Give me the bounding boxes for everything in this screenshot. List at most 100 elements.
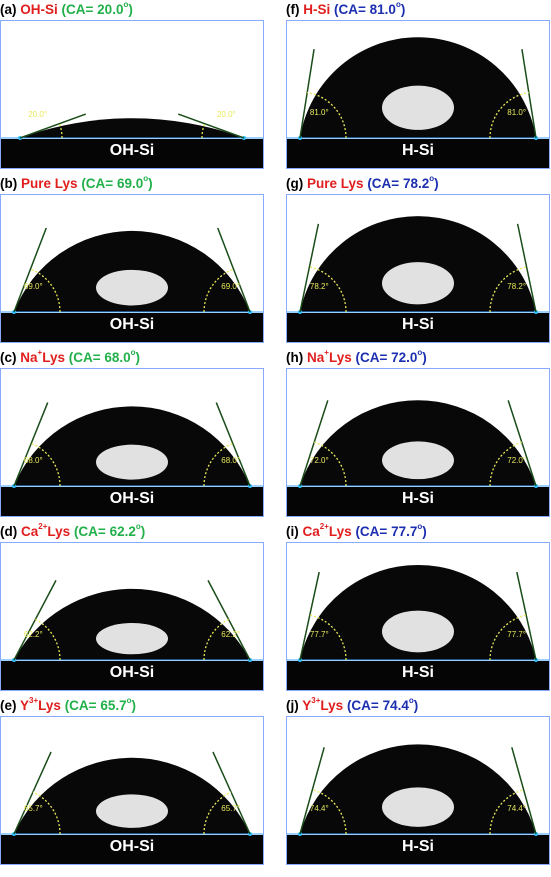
angle-arc-left xyxy=(307,91,347,139)
ion-charge: 2+ xyxy=(38,522,48,531)
degree-mark: o xyxy=(123,0,129,9)
angle-arc-left xyxy=(58,123,63,139)
droplet-image: 62.2° 62.2° xyxy=(1,543,263,690)
substrate-slab xyxy=(1,835,263,864)
panel-letter: (g) xyxy=(286,176,304,191)
droplet-reflection xyxy=(96,444,168,480)
substrate-slab xyxy=(287,487,549,516)
substrate-slab xyxy=(287,835,549,864)
degree-mark: o xyxy=(429,174,435,183)
panel-e: (e) Y3+Lys (CA= 65.7o) 65.7° 65.7° OH-Si xyxy=(0,696,264,865)
angle-label-left: 20.0° xyxy=(28,110,47,119)
droplet-reflection xyxy=(96,269,168,306)
sample-name: Na+Lys xyxy=(20,348,65,366)
substrate-slab xyxy=(287,139,549,168)
angle-label-right: 72.0° xyxy=(507,456,526,465)
tangent-left xyxy=(13,751,52,835)
panel-d: (d) Ca2+Lys (CA= 62.2o) 62.2° 62.2° OH-Si xyxy=(0,522,264,691)
panel-g: (g) Pure Lys (CA= 78.2o) 78.2° 78.2° H-Si xyxy=(286,174,550,343)
substrate-label: H-Si xyxy=(402,838,434,855)
droplet-image: 68.0° 68.0° xyxy=(1,369,263,516)
tangent-left xyxy=(299,571,320,661)
sample-name: Y3+Lys xyxy=(302,696,344,714)
angle-arc-left xyxy=(312,789,347,835)
droplet-image: 65.7° 65.7° xyxy=(1,717,263,864)
substrate-slab xyxy=(1,487,263,516)
droplet-photo: 65.7° 65.7° OH-Si xyxy=(0,716,264,865)
sample-name: Pure Lys xyxy=(307,176,364,191)
panel-letter: (j) xyxy=(286,698,299,713)
angle-arc-right xyxy=(203,268,234,313)
panel-label: (a) OH-Si (CA= 20.0o) xyxy=(0,0,133,20)
droplet-photo: 81.0° 81.0° H-Si xyxy=(286,20,550,169)
tangent-left xyxy=(19,113,87,139)
panel-f: (f) H-Si (CA= 81.0o) 81.0° 81.0° H-Si xyxy=(286,0,550,169)
angle-arc-left xyxy=(30,442,61,487)
substrate-slab xyxy=(287,661,549,690)
panel-label: (b) Pure Lys (CA= 69.0o) xyxy=(0,174,153,194)
contact-angle-caption: (CA= 72.0o) xyxy=(355,348,427,366)
tangent-right xyxy=(511,747,537,835)
droplet-image: 72.0° 72.0° xyxy=(287,369,549,516)
tangent-right xyxy=(207,580,251,661)
droplet-image: 77.7° 77.7° xyxy=(287,543,549,690)
droplet-photo: 78.2° 78.2° H-Si xyxy=(286,194,550,343)
angle-arc-left xyxy=(35,618,61,661)
angle-arc-right xyxy=(489,91,529,139)
contact-angle-caption: (CA= 78.2o) xyxy=(367,174,439,192)
angle-label-right: 78.2° xyxy=(507,282,526,291)
degree-mark: o xyxy=(126,696,132,705)
substrate-label: H-Si xyxy=(402,142,434,159)
droplet-reflection xyxy=(96,622,168,655)
droplet-reflection xyxy=(382,610,454,653)
tangent-right xyxy=(215,402,251,487)
angle-label-left: 81.0° xyxy=(310,108,329,117)
panel-h: (h) Na+Lys (CA= 72.0o) 72.0° 72.0° H-Si xyxy=(286,348,550,517)
panel-letter: (a) xyxy=(0,2,17,17)
angle-label-right: 74.4° xyxy=(507,804,526,813)
ion-charge: + xyxy=(37,348,43,357)
angle-label-right: 77.7° xyxy=(507,630,526,639)
angle-arc-right xyxy=(203,442,234,487)
panel-label: (i) Ca2+Lys (CA= 77.7o) xyxy=(286,522,427,542)
angle-arc-left xyxy=(32,791,61,835)
substrate-label: OH-Si xyxy=(109,490,155,507)
panel-letter: (e) xyxy=(0,698,17,713)
tangent-right xyxy=(516,223,537,313)
panel-label: (h) Na+Lys (CA= 72.0o) xyxy=(286,348,427,368)
sample-name: H-Si xyxy=(303,2,331,17)
tangent-right xyxy=(521,48,537,139)
angle-label-right: 68.0° xyxy=(221,456,240,465)
droplet-image: 69.0° 69.0° xyxy=(1,195,263,342)
angle-arc-right xyxy=(203,618,229,661)
panel-label: (c) Na+Lys (CA= 68.0o) xyxy=(0,348,140,368)
droplet-photo: 69.0° 69.0° OH-Si xyxy=(0,194,264,343)
substrate-slab xyxy=(1,661,263,690)
panel-letter: (f) xyxy=(286,2,300,17)
droplet-image: 81.0° 81.0° xyxy=(287,21,549,168)
contact-angle-caption: (CA= 20.0o) xyxy=(61,0,133,18)
droplet-reflection xyxy=(382,441,454,480)
panel-c: (c) Na+Lys (CA= 68.0o) 68.0° 68.0° OH-Si xyxy=(0,348,264,517)
contact-angle-caption: (CA= 68.0o) xyxy=(68,348,141,366)
angle-label-right: 20.0° xyxy=(217,110,236,119)
sample-name: Y3+Lys xyxy=(20,696,61,714)
droplet-reflection xyxy=(382,787,454,827)
tangent-left xyxy=(299,400,329,487)
substrate-label: OH-Si xyxy=(109,142,155,159)
tangent-right xyxy=(177,113,245,139)
droplet-photo: 20.0° 20.0° OH-Si xyxy=(0,20,264,169)
droplet xyxy=(20,118,244,138)
substrate-slab xyxy=(287,313,549,342)
tangent-left xyxy=(13,580,57,661)
panel-b: (b) Pure Lys (CA= 69.0o) 69.0° 69.0° OH-S… xyxy=(0,174,264,343)
contact-angle-caption: (CA= 65.7o) xyxy=(64,696,136,714)
droplet-photo: 68.0° 68.0° OH-Si xyxy=(0,368,264,517)
tangent-right xyxy=(507,400,537,487)
angle-arc-left xyxy=(314,441,347,487)
droplet-reflection xyxy=(382,262,454,305)
substrate-label: OH-Si xyxy=(109,838,155,855)
droplet-photo: 77.7° 77.7° H-Si xyxy=(286,542,550,691)
panel-a: (a) OH-Si (CA= 20.0o) 20.0° 20.0° OH-Si xyxy=(0,0,264,169)
panel-letter: (h) xyxy=(286,350,304,365)
